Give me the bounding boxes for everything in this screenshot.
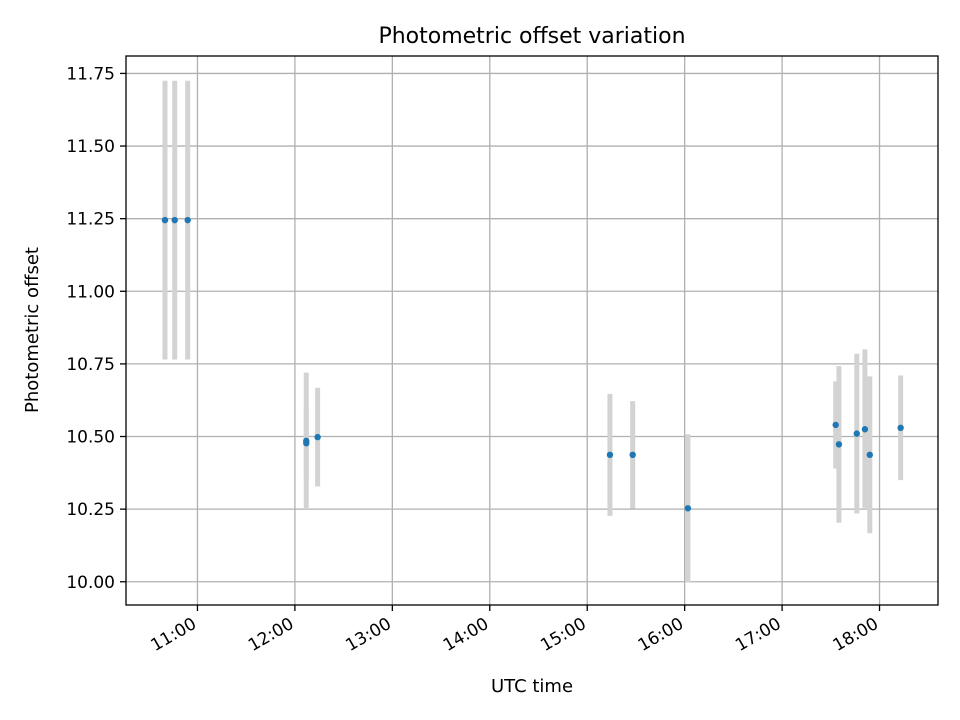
x-axis-label: UTC time: [491, 676, 573, 697]
y-tick-label: 11.75: [66, 64, 115, 84]
data-point: [606, 451, 614, 459]
y-axis-ticks: 10.00 10.25 10.50 10.75 11.00 11.25 11.50 11.75: [66, 64, 126, 593]
grid: [126, 56, 938, 605]
data-point: [897, 424, 904, 432]
y-axis-label: Photometric offset: [22, 247, 43, 413]
data-point: [832, 421, 839, 429]
data-point: [853, 430, 860, 437]
data-point: [161, 216, 169, 224]
data-points: [161, 216, 904, 512]
y-tick-label: 10.00: [66, 573, 115, 593]
data-point: [184, 216, 191, 224]
data-point: [866, 451, 873, 459]
chart-title: Photometric offset variation: [378, 24, 685, 49]
data-point: [861, 426, 869, 433]
data-point: [171, 216, 178, 224]
data-point: [835, 441, 843, 448]
y-tick-label: 11.25: [66, 210, 115, 230]
data-point: [684, 505, 692, 512]
data-point: [314, 433, 321, 441]
y-tick-label: 10.25: [66, 500, 115, 520]
data-point: [303, 440, 310, 447]
data-point: [629, 451, 636, 459]
y-tick-label: 10.75: [66, 355, 115, 375]
plot-frame: [125, 55, 939, 606]
y-tick-label: 11.00: [66, 282, 115, 302]
y-tick-label: 11.50: [66, 137, 115, 157]
y-tick-label: 10.50: [66, 428, 115, 448]
